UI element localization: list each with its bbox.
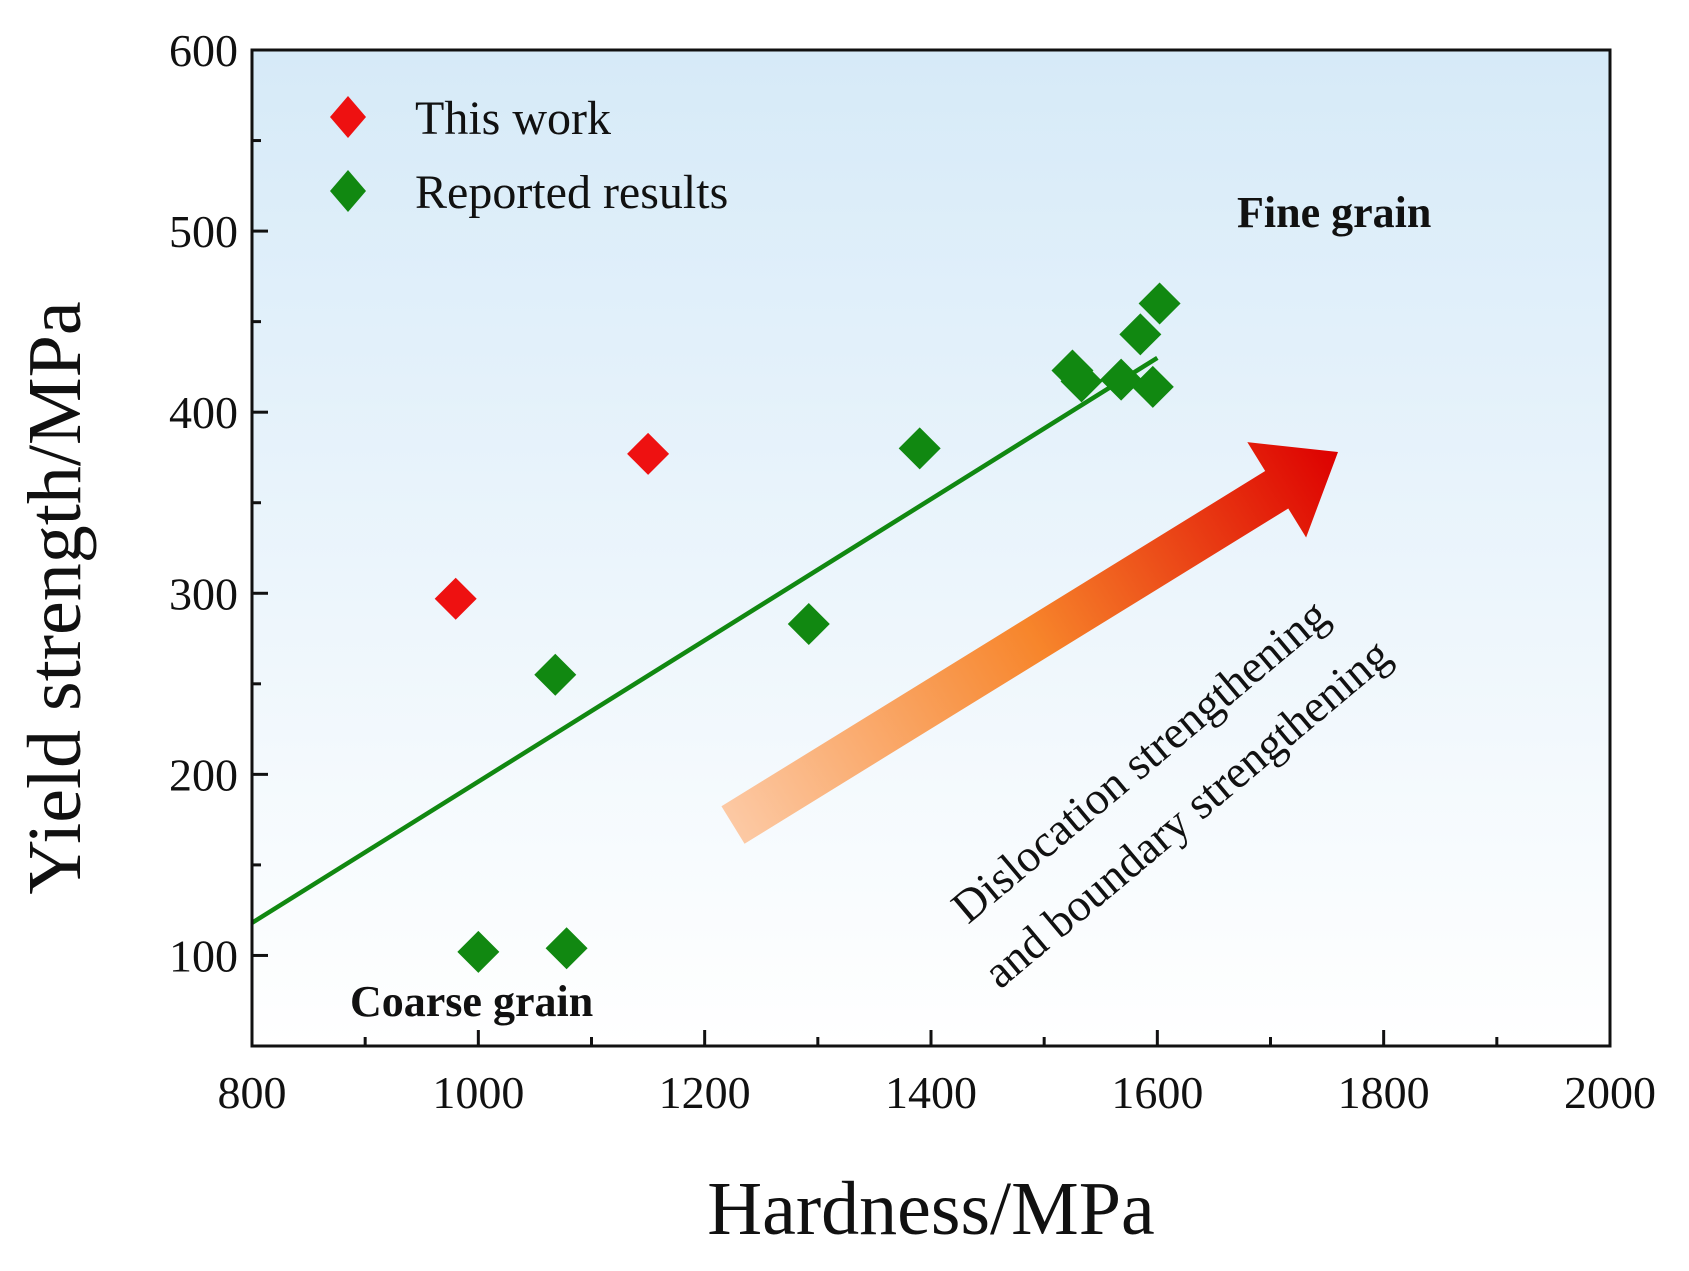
legend-label-reported-results: Reported results	[415, 166, 728, 219]
data-point-reported-7	[1060, 360, 1103, 403]
fit-line-group	[250, 355, 1159, 925]
data-point-reported-3	[534, 653, 577, 696]
annotation-fine-grain: Fine grain	[1237, 188, 1431, 237]
y-tick-label: 600	[169, 25, 238, 76]
x-tick-label: 2000	[1564, 1067, 1656, 1118]
x-tick-label: 1200	[659, 1067, 751, 1118]
x-tick-label: 1800	[1338, 1067, 1430, 1118]
data-point-reported-2	[545, 927, 588, 970]
axes-group: 800 1000 1200 1400 1600 1800 2000 100 200 300 400 5…	[169, 25, 1656, 1118]
trend-arrow-shape	[721, 442, 1339, 844]
x-axis-title: Hardness/MPa	[707, 1167, 1155, 1251]
legend-marker-reported-results	[330, 170, 366, 212]
data-point-reported-8	[1100, 358, 1143, 401]
y-tick-label: 100	[169, 930, 238, 981]
data-point-reported-9	[1119, 313, 1162, 356]
legend-label-this-work: This work	[415, 92, 611, 145]
data-point-reported-4	[787, 603, 830, 646]
data-point-reported-1	[457, 930, 500, 973]
data-point-this-work-2	[627, 432, 670, 475]
data-points-group	[434, 282, 1181, 973]
y-axis-title: Yield strength/MPa	[13, 301, 97, 894]
trend-arrow-group	[721, 442, 1339, 844]
x-tick-label: 800	[218, 1067, 287, 1118]
data-point-reported-11	[1138, 282, 1181, 325]
y-tick-label: 300	[169, 568, 238, 619]
x-tick-label: 1600	[1111, 1067, 1203, 1118]
data-point-reported-5	[898, 427, 941, 470]
legend-marker-this-work	[330, 96, 366, 138]
x-tick-label: 1400	[885, 1067, 977, 1118]
data-point-this-work-1	[434, 577, 477, 620]
legend: This work Reported results	[330, 92, 728, 219]
y-tick-label: 400	[169, 387, 238, 438]
annotation-coarse-grain: Coarse grain	[350, 977, 593, 1026]
trend-arrow	[721, 442, 1339, 844]
fit-line	[250, 355, 1159, 925]
x-tick-label: 1000	[432, 1067, 524, 1118]
y-tick-label: 200	[169, 749, 238, 800]
y-tick-label: 500	[169, 206, 238, 257]
plot-background	[252, 50, 1610, 1046]
data-point-reported-10	[1131, 365, 1174, 408]
